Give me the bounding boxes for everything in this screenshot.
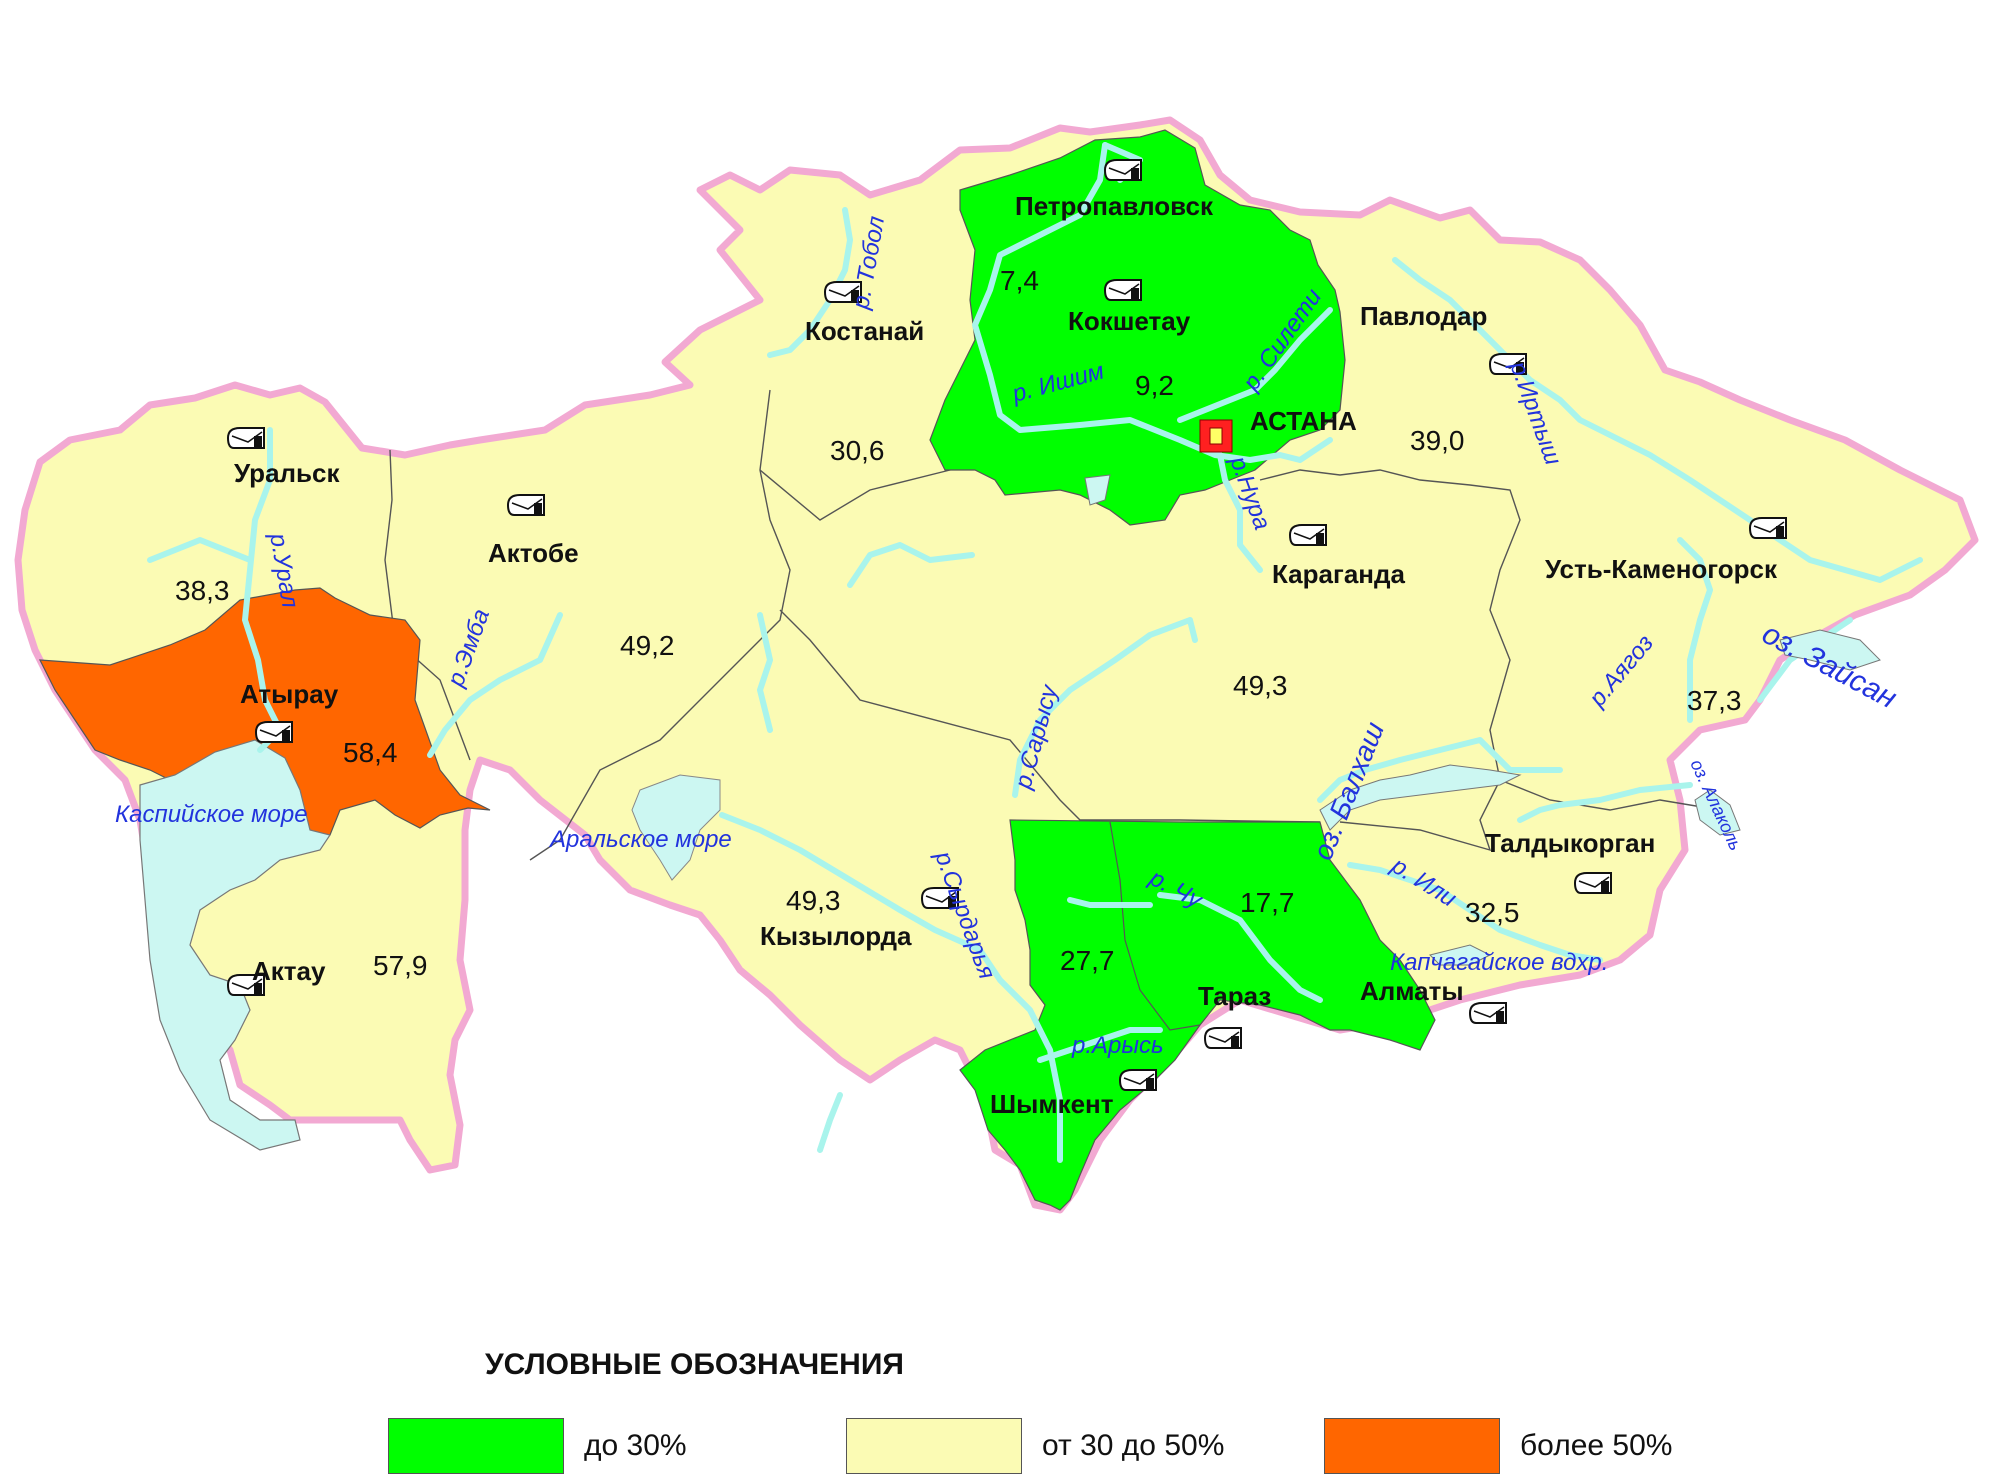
region-values: 7,4 9,2 30,6 39,0 38,3 49,2 58,4 57,9 49… (175, 265, 1742, 981)
aral-sea (631, 774, 721, 881)
post-office-icon (1749, 517, 1787, 539)
legend-item-high: более 50% (1324, 1416, 1672, 1476)
city-aktau: Актау (252, 956, 326, 986)
city-labels: Петропавловск Кокшетау АСТАНА Костанай П… (234, 191, 1778, 1119)
region-south-green (959, 819, 1436, 1211)
post-office-icon (1574, 872, 1612, 894)
post-office-icon (1119, 1069, 1157, 1091)
post-office-icon (1469, 1002, 1507, 1024)
city-kokshetau: Кокшетау (1068, 306, 1191, 336)
region-atyrau (38, 587, 491, 836)
legend-label-mid: от 30 до 50% (1042, 1429, 1225, 1462)
post-office-icon (1104, 159, 1142, 181)
post-office-icon (255, 721, 293, 743)
city-petropavlovsk: Петропавловск (1015, 191, 1214, 221)
city-astana: АСТАНА (1250, 406, 1357, 436)
value-karaganda: 49,3 (1233, 670, 1288, 701)
legend-item-low: до 30% (388, 1416, 687, 1476)
value-shymkent: 27,7 (1060, 945, 1115, 976)
svg-text:р.Арысь: р.Арысь (1071, 1032, 1164, 1059)
city-karaganda: Караганда (1272, 559, 1405, 589)
post-office-icon (1289, 524, 1327, 546)
city-shymkent: Шымкент (990, 1089, 1114, 1119)
svg-text:Капчагайское вдхр.: Капчагайское вдхр. (1390, 949, 1608, 976)
value-uralsk: 38,3 (175, 575, 230, 606)
value-atyrau: 58,4 (343, 737, 398, 768)
city-ust-kamenogorsk: Усть-Каменогорск (1545, 554, 1778, 584)
city-uralsk: Уральск (234, 458, 340, 488)
post-office-icon (1104, 279, 1142, 301)
rivers (147, 142, 1923, 1163)
lakes (1319, 629, 1881, 966)
country-outline (14, 116, 1979, 1214)
value-kokshetau: 7,4 (1000, 265, 1039, 296)
legend-item-mid: от 30 до 50% (846, 1416, 1224, 1476)
legend-swatch-mid (846, 1418, 1022, 1474)
svg-text:Каспийское море: Каспийское море (115, 801, 308, 828)
legend-label-high: более 50% (1520, 1429, 1673, 1462)
value-taraz: 17,7 (1240, 887, 1295, 918)
city-pavlodar: Павлодар (1360, 301, 1487, 331)
city-atyrau: Атырау (240, 679, 339, 709)
city-almaty: Алматы (1360, 976, 1464, 1006)
legend-title: УСЛОВНЫЕ ОБОЗНАЧЕНИЯ (485, 1348, 904, 1381)
svg-text:Аральское море: Аральское море (548, 826, 732, 853)
value-astana: 9,2 (1135, 370, 1174, 401)
city-taldykorgan: Талдыкорган (1485, 828, 1655, 858)
value-kostanay: 30,6 (830, 435, 885, 466)
post-office-icon (507, 494, 545, 516)
city-taraz: Тараз (1198, 981, 1271, 1011)
legend-swatch-low (388, 1418, 564, 1474)
city-aktobe: Актобе (488, 538, 579, 568)
post-office-icon (1204, 1027, 1242, 1049)
svg-text:оз. Алаколь: оз. Алаколь (1686, 756, 1746, 853)
legend-label-low: до 30% (584, 1429, 687, 1462)
city-kyzylorda: Кызылорда (760, 921, 912, 951)
value-pavlodar: 39,0 (1410, 425, 1465, 456)
region-borders (384, 389, 1721, 861)
value-kyzylorda: 49,3 (786, 885, 841, 916)
value-aktobe: 49,2 (620, 630, 675, 661)
post-office-icon (227, 427, 265, 449)
capital-marker-icon (1199, 419, 1233, 453)
value-aktau: 57,9 (373, 950, 428, 981)
city-kostanay: Костанай (805, 316, 924, 346)
value-ust-kamenogorsk: 37,3 (1687, 685, 1742, 716)
legend-swatch-high (1324, 1418, 1500, 1474)
value-taldykorgan: 32,5 (1465, 897, 1520, 928)
